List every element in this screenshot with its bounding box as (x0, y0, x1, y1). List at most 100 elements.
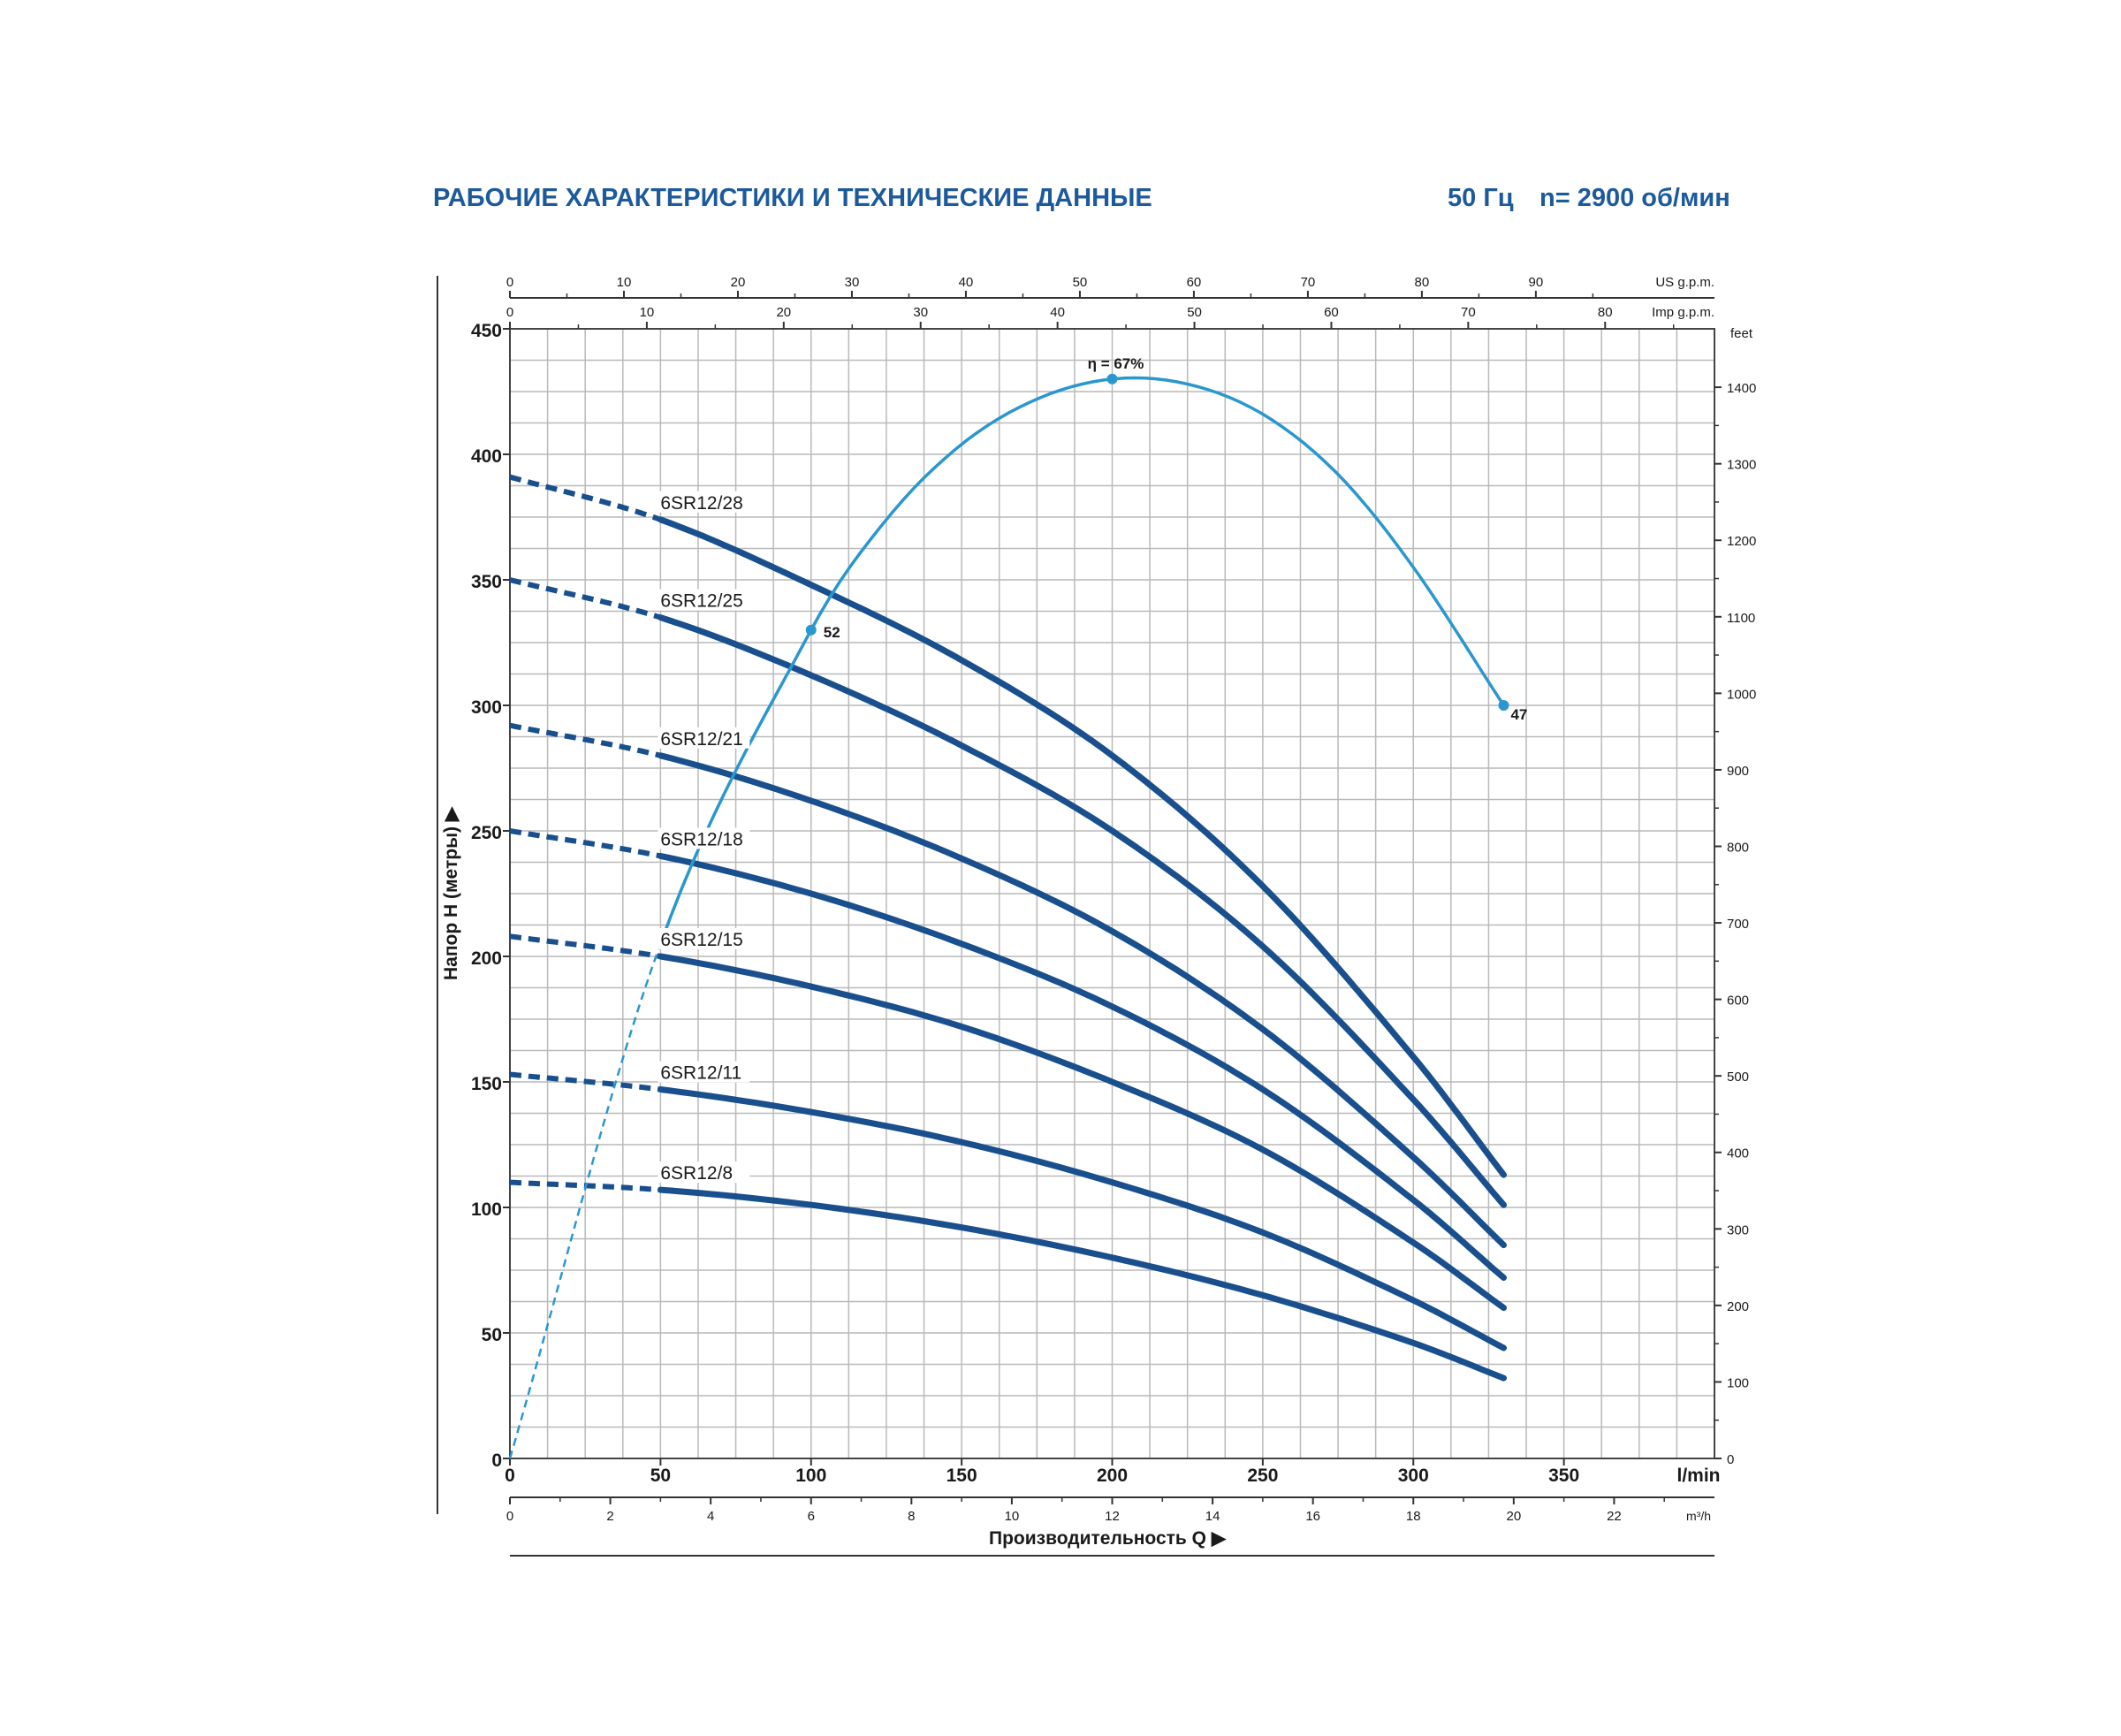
m3h-tick-label: 20 (1506, 1509, 1521, 1524)
y-tick-label: 400 (471, 446, 502, 467)
y-axis-title: Напор H (метры) ▶ (441, 806, 461, 980)
m3h-tick-label: 10 (1005, 1509, 1020, 1524)
feet-tick-label: 100 (1727, 1375, 1749, 1390)
x-tick-label: 350 (1548, 1466, 1579, 1486)
x-tick-label: 150 (946, 1466, 977, 1486)
feet-tick-label: 1100 (1727, 611, 1755, 626)
x-unit-label: l/min (1676, 1466, 1720, 1486)
series-label: 6SR12/15 (660, 930, 742, 950)
us-gpm-tick-label: 80 (1415, 275, 1430, 290)
feet-tick-label: 0 (1727, 1452, 1734, 1467)
m3h-tick-label: 4 (707, 1509, 714, 1524)
curve-dashed-6SR12/11 (509, 1071, 661, 1093)
feet-tick-label: 900 (1727, 764, 1749, 779)
imp-gpm-tick-label: 40 (1050, 305, 1065, 320)
curve-dashed-6SR12/28 (509, 474, 662, 522)
imp-gpm-tick-label: 80 (1598, 305, 1613, 320)
us-gpm-tick-label: 70 (1301, 275, 1316, 290)
series-label-bg (658, 928, 750, 949)
series-label-bg (658, 491, 750, 513)
m3h-tick-label: 14 (1205, 1509, 1220, 1524)
efficiency-point-label: 47 (1510, 706, 1527, 723)
us-gpm-tick-label: 10 (617, 275, 632, 290)
efficiency-point (1106, 373, 1118, 385)
x-tick-label: 300 (1398, 1466, 1429, 1486)
series-label-bg (658, 589, 750, 611)
m3h-axis-label: m³/h (1686, 1509, 1711, 1523)
feet-axis-label: feet (1730, 326, 1753, 341)
efficiency-point-label: 52 (824, 624, 840, 641)
imp-gpm-tick-label: 20 (776, 305, 791, 320)
curve-6SR12/25 (657, 614, 1507, 1208)
curve-6SR12/21 (657, 752, 1507, 1249)
imp-gpm-tick-label: 10 (640, 305, 655, 320)
imp-gpm-tick-label: 70 (1461, 305, 1476, 320)
series-label: 6SR12/28 (660, 493, 742, 514)
series-label: 6SR12/8 (660, 1163, 733, 1184)
m3h-tick-label: 6 (808, 1509, 815, 1524)
x-tick-label: 200 (1097, 1466, 1128, 1486)
series-label: 6SR12/18 (660, 829, 742, 849)
curve-6SR12/8 (657, 1186, 1507, 1382)
y-tick-label: 100 (471, 1199, 502, 1220)
frequency-label: 50 Гц (1448, 184, 1514, 212)
curve-6SR12/18 (657, 852, 1507, 1281)
efficiency-point (805, 624, 817, 636)
y-tick-label: 0 (491, 1450, 502, 1471)
feet-tick-label: 800 (1727, 840, 1749, 855)
efficiency-dashed (508, 943, 662, 1459)
curve-dashed-6SR12/18 (509, 828, 661, 859)
imp-gpm-tick-label: 0 (506, 305, 513, 320)
us-gpm-tick-label: 90 (1529, 275, 1544, 290)
curve-6SR12/28 (657, 516, 1507, 1178)
curve-dashed-6SR12/25 (509, 577, 662, 621)
feet-tick-label: 200 (1727, 1299, 1749, 1314)
efficiency-curve: 52 η = 67% 47 (508, 355, 1527, 1459)
series-label: 6SR12/21 (660, 729, 742, 750)
imp-gpm-tick-label: 60 (1324, 305, 1339, 320)
us-gpm-tick-label: 0 (506, 275, 513, 290)
x-tick-label: 50 (650, 1466, 671, 1486)
feet-tick-label: 400 (1727, 1146, 1749, 1161)
imp-gpm-tick-label: 30 (913, 305, 928, 320)
y-tick-label: 250 (471, 823, 502, 843)
series-label-bg (658, 727, 750, 749)
curve-6SR12/11 (657, 1086, 1507, 1351)
grid (509, 328, 1715, 1459)
y-tick-label: 350 (471, 572, 502, 592)
us-gpm-axis-label: US g.p.m. (1655, 275, 1714, 290)
series-label-bg (658, 1161, 750, 1184)
feet-tick-label: 1300 (1727, 458, 1756, 473)
x-tick-label: 100 (795, 1466, 826, 1486)
m3h-tick-label: 18 (1406, 1509, 1421, 1524)
m3h-tick-label: 0 (506, 1509, 513, 1524)
speed-label: n= 2900 об/мин (1539, 184, 1730, 212)
series-label: 6SR12/25 (660, 591, 742, 612)
series-label: 6SR12/11 (660, 1063, 741, 1084)
imp-gpm-tick-label: 50 (1187, 305, 1202, 320)
feet-tick-label: 1000 (1727, 687, 1756, 702)
m3h-tick-label: 22 (1607, 1509, 1622, 1524)
us-gpm-tick-label: 20 (731, 275, 746, 290)
curve-6SR12/15 (657, 953, 1507, 1312)
y-tick-label: 150 (471, 1074, 502, 1094)
m3h-tick-label: 16 (1305, 1509, 1320, 1524)
m3h-tick-label: 8 (908, 1509, 915, 1524)
y-tick-label: 300 (471, 697, 502, 718)
us-gpm-tick-label: 60 (1187, 275, 1202, 290)
curve-dashed-6SR12/15 (509, 933, 661, 959)
us-gpm-tick-label: 40 (959, 275, 974, 290)
x-axis-title: Производительность Q ▶ (989, 1528, 1227, 1549)
us-gpm-tick-label: 30 (845, 275, 860, 290)
chart-labels: 6SR12/28 6SR12/25 6SR12/21 6SR12/18 6SR12/15… (658, 491, 750, 1184)
feet-tick-label: 300 (1727, 1222, 1749, 1237)
m3h-tick-label: 2 (606, 1509, 613, 1524)
feet-tick-label: 600 (1727, 994, 1749, 1009)
series-label-bg (658, 1061, 750, 1083)
m3h-tick-label: 12 (1105, 1509, 1120, 1524)
y-tick-label: 450 (471, 321, 502, 341)
efficiency-line (658, 376, 1505, 945)
feet-tick-label: 700 (1727, 917, 1749, 932)
